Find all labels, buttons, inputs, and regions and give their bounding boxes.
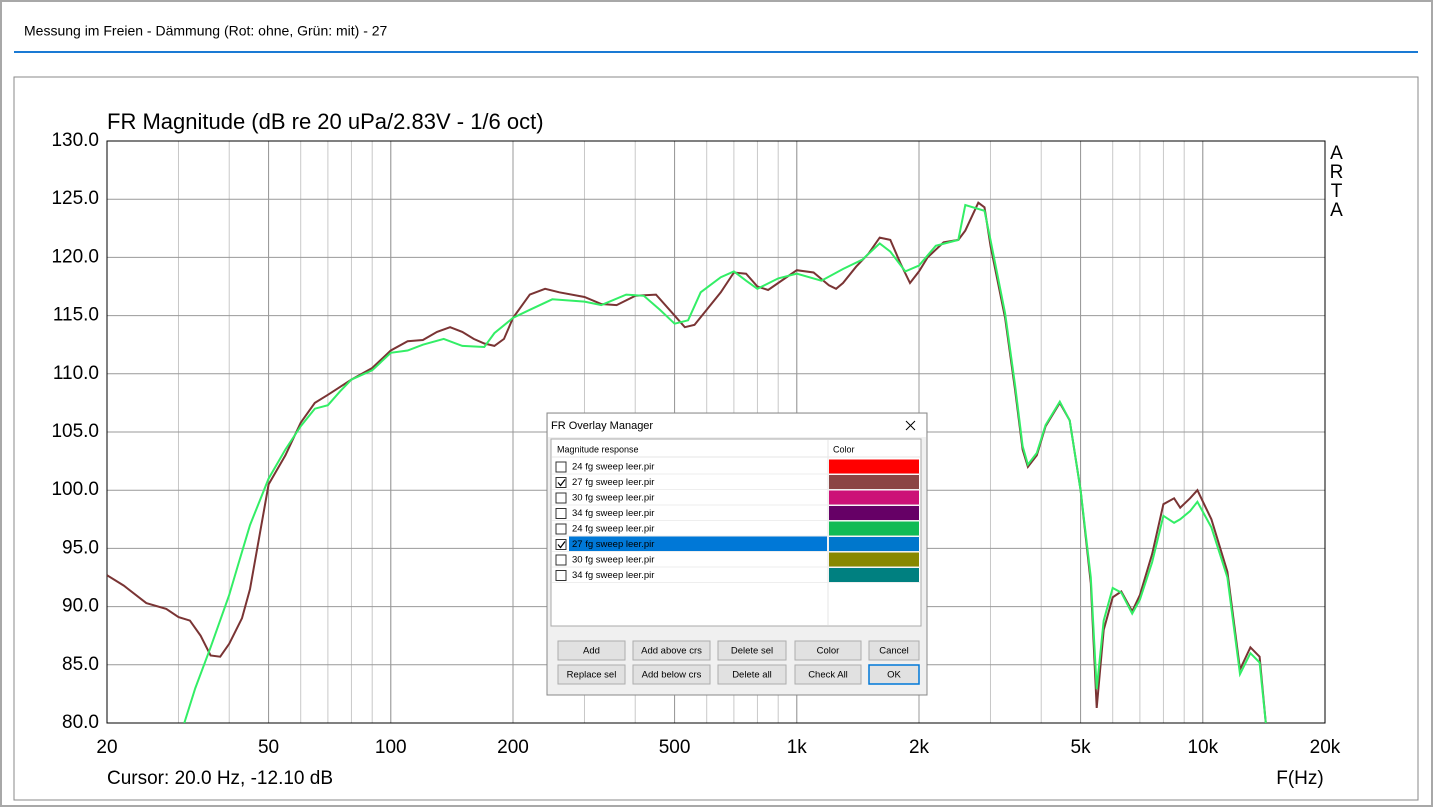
- x-tick-label: 1k: [787, 737, 808, 758]
- fr-curve: [183, 203, 1267, 723]
- button[interactable]: [868, 640, 920, 661]
- color-swatch[interactable]: [829, 537, 919, 551]
- checkbox[interactable]: [555, 461, 567, 473]
- color-swatch[interactable]: [829, 552, 919, 567]
- plot-frame: [106, 140, 1326, 724]
- checkbox[interactable]: [555, 554, 567, 566]
- x-tick-label: 5k: [1071, 737, 1092, 758]
- dialog: FR Overlay Manager Magnitude response Co…: [546, 412, 928, 696]
- button-label[interactable]: Add: [583, 646, 600, 657]
- y-tick-label: 125.0: [51, 188, 99, 209]
- button-label[interactable]: OK: [887, 670, 901, 681]
- button-label[interactable]: Replace sel: [567, 670, 617, 681]
- button[interactable]: [868, 664, 920, 685]
- checkbox[interactable]: [555, 492, 567, 504]
- button-label[interactable]: Add above crs: [641, 646, 702, 657]
- button[interactable]: [557, 664, 626, 685]
- y-tick-label: 85.0: [62, 654, 99, 675]
- close-button[interactable]: [905, 420, 916, 431]
- color-swatch[interactable]: [829, 521, 919, 536]
- x-tick-label: 10k: [1187, 737, 1218, 758]
- row-name[interactable]: 27 fg sweep leer.pir: [572, 477, 654, 488]
- row-name[interactable]: 34 fg sweep leer.pir: [572, 508, 654, 519]
- button-label[interactable]: Delete sel: [731, 646, 773, 657]
- y-tick-label: 95.0: [62, 537, 99, 558]
- y-tick-label: 115.0: [53, 305, 99, 326]
- button-label[interactable]: Delete all: [732, 670, 772, 681]
- y-tick-label: 105.0: [51, 421, 99, 442]
- cursor-readout: Cursor: 20.0 Hz, -12.10 dB: [107, 768, 333, 789]
- dialog-titlebar: [548, 414, 926, 437]
- row-name[interactable]: 34 fg sweep leer.pir: [572, 570, 654, 581]
- color-swatch[interactable]: [829, 568, 919, 582]
- x-tick-label: 200: [497, 737, 529, 758]
- x-axis-label: F(Hz): [1276, 768, 1323, 789]
- button[interactable]: [557, 640, 626, 661]
- checkmark: [557, 479, 566, 487]
- color-swatch[interactable]: [829, 475, 919, 489]
- title-underline: [14, 51, 1418, 53]
- column-header: Color: [833, 444, 855, 454]
- button[interactable]: [717, 664, 787, 685]
- button[interactable]: [794, 640, 862, 661]
- row-name[interactable]: 27 fg sweep leer.pir: [572, 539, 654, 550]
- window-title: Messung im Freien - Dämmung (Rot: ohne, …: [24, 23, 388, 39]
- button-label[interactable]: Add below crs: [642, 670, 702, 681]
- selected-row: [569, 536, 827, 552]
- y-tick-label: 110.0: [53, 363, 99, 384]
- checkbox[interactable]: [555, 477, 567, 488]
- color-swatch[interactable]: [829, 459, 919, 474]
- y-tick-label: 100.0: [51, 479, 99, 500]
- x-tick-label: 100: [375, 737, 407, 758]
- row-name[interactable]: 24 fg sweep leer.pir: [572, 462, 654, 473]
- y-tick-label: 90.0: [62, 596, 99, 617]
- x-tick-label: 20k: [1310, 737, 1341, 758]
- button[interactable]: [794, 664, 862, 685]
- row-name[interactable]: 30 fg sweep leer.pir: [572, 555, 654, 566]
- checkmark: [557, 541, 566, 549]
- row-name[interactable]: 24 fg sweep leer.pir: [572, 524, 654, 535]
- checkbox[interactable]: [555, 539, 567, 550]
- button[interactable]: [632, 664, 711, 685]
- y-tick-label: 130.0: [51, 130, 99, 151]
- chart-title: FR Magnitude (dB re 20 uPa/2.83V - 1/6 o…: [107, 109, 544, 134]
- dialog-title: FR Overlay Manager: [551, 420, 653, 432]
- button-label[interactable]: Check All: [808, 670, 848, 681]
- checkbox[interactable]: [555, 523, 567, 535]
- x-tick-label: 20: [96, 737, 117, 758]
- checkbox[interactable]: [555, 570, 567, 581]
- row-name[interactable]: 30 fg sweep leer.pir: [572, 493, 654, 504]
- x-tick-label: 2k: [909, 737, 930, 758]
- x-tick-label: 50: [258, 737, 279, 758]
- fr-curve: [107, 201, 1267, 723]
- color-swatch[interactable]: [829, 506, 919, 520]
- color-swatch[interactable]: [829, 490, 919, 505]
- plot-lines: [107, 201, 1267, 723]
- button-label[interactable]: Color: [817, 646, 840, 657]
- checkbox[interactable]: [555, 508, 567, 519]
- button-label[interactable]: Cancel: [879, 646, 909, 657]
- y-tick-label: 80.0: [62, 712, 99, 733]
- button[interactable]: [717, 640, 787, 661]
- y-tick-label: 120.0: [51, 246, 99, 267]
- column-header: Magnitude response: [557, 444, 639, 454]
- x-tick-label: 500: [659, 737, 691, 758]
- button[interactable]: [632, 640, 711, 661]
- side-label: ARTA: [1326, 143, 1347, 219]
